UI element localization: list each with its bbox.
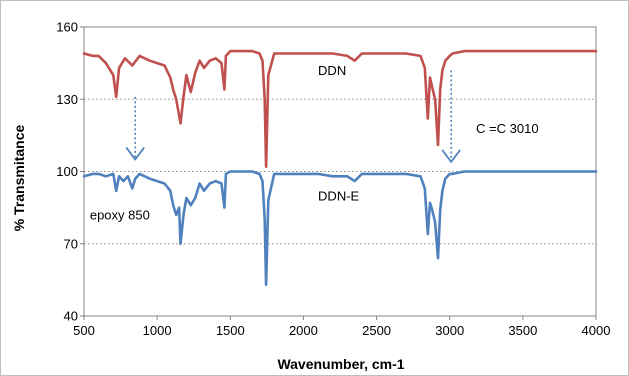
x-tick-label: 4000 (582, 323, 611, 338)
y-tick-label: 160 (56, 20, 78, 35)
x-tick-label: 3000 (435, 323, 464, 338)
x-tick-label: 2000 (289, 323, 318, 338)
x-tick-label: 500 (73, 323, 95, 338)
annotation-arrows (135, 70, 451, 162)
x-axis-title: Wavenumber, cm-1 (277, 356, 404, 372)
gridlines (84, 98, 596, 245)
x-tick-label: 3500 (508, 323, 537, 338)
series-lines (82, 49, 598, 286)
x-tick-label: 1000 (143, 323, 172, 338)
annotation-label: epoxy 850 (90, 208, 150, 223)
series-line-ddn-e (82, 170, 598, 286)
y-tick-label: 130 (56, 92, 78, 107)
x-tick-label: 1500 (216, 323, 245, 338)
tick-labels: 40 70 100 130 160 500 1000 1500 2000 2500 3000 3500… (56, 20, 610, 339)
x-tick-label: 2500 (362, 323, 391, 338)
annotation-label: DDN-E (318, 188, 359, 203)
annotations: DDN DDN-E C =C 3010 epoxy 850 (90, 63, 539, 223)
y-tick-label: 70 (64, 236, 78, 251)
y-tick-label: 100 (56, 164, 78, 179)
series-line-ddn (82, 49, 598, 168)
y-tick-label: 40 (64, 309, 78, 324)
annotation-label: C =C 3010 (476, 121, 539, 136)
annotation-label: DDN (318, 63, 346, 78)
y-axis-title: % Transmitance (11, 124, 27, 231)
